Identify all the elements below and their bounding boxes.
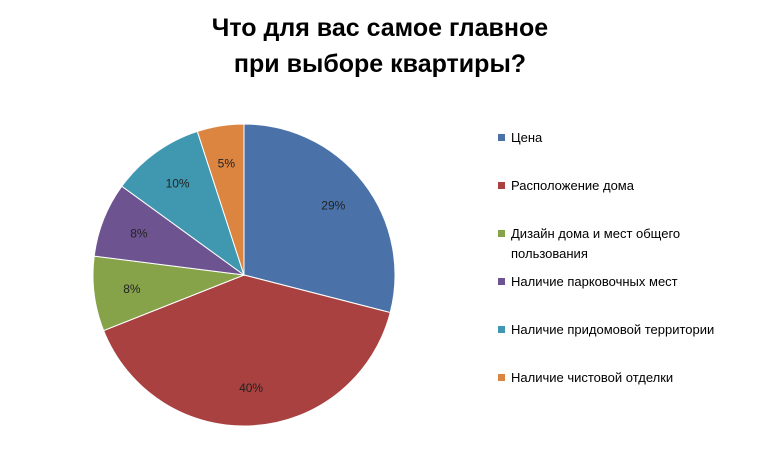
legend-swatch-2 (498, 182, 505, 189)
legend-swatch-5 (498, 326, 505, 333)
legend-item-3: Дизайн дома и мест общего пользования (498, 224, 753, 264)
chart-title-line-1: Что для вас самое главное (211, 14, 549, 42)
pie-slice-2 (102, 274, 391, 427)
chart-title-line-2: при выборе квартиры? (233, 50, 527, 78)
legend-item-4: Наличие парковочных мест (498, 272, 753, 292)
legend-swatch-4 (498, 278, 505, 285)
legend-label-1: Цена (511, 130, 543, 145)
chart-title: Что для вас самое главное при выборе ква… (150, 10, 610, 82)
legend-label-3: Дизайн дома и мест общего пользования (511, 226, 681, 261)
legend-label-6: Наличие чистовой отделки (511, 370, 674, 385)
legend-item-1: Цена (498, 128, 753, 148)
legend-label-2: Расположение дома (511, 178, 634, 193)
data-label-1: 29% (321, 199, 345, 213)
legend-label-4: Наличие парковочных мест (511, 274, 678, 289)
data-label-3: 8% (123, 282, 141, 296)
data-label-6: 5% (218, 156, 236, 170)
pie-slice-6 (196, 123, 245, 276)
legend-item-5: Наличие придомовой территории (498, 320, 753, 340)
data-label-2: 40% (239, 381, 263, 395)
legend-item-6: Наличие чистовой отделки (498, 368, 753, 388)
pie-slice-1 (243, 123, 396, 314)
legend-item-2: Расположение дома (498, 176, 753, 196)
legend-swatch-6 (498, 374, 505, 381)
legend-swatch-1 (498, 134, 505, 141)
data-label-5: 10% (166, 177, 190, 191)
data-label-4: 8% (130, 226, 148, 240)
pie-slice-5 (121, 130, 245, 277)
legend-swatch-3 (498, 230, 505, 237)
legend-label-5: Наличие придомовой территории (511, 322, 715, 337)
